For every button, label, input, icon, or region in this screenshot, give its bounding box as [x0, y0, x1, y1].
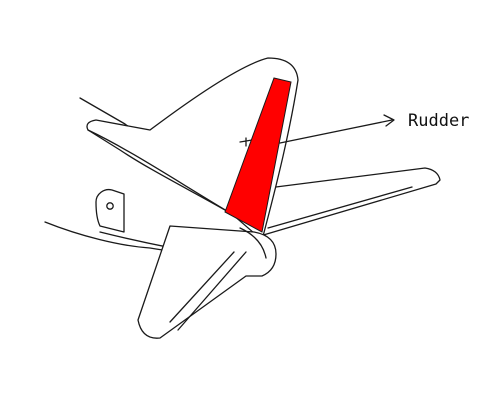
- stabilizer-root-fairing: [239, 227, 267, 259]
- callout-arrowhead: [383, 114, 395, 127]
- near-stabilizer-elevator-line: [169, 251, 235, 323]
- aft-door: [95, 188, 125, 233]
- callout-line: [279, 119, 393, 144]
- near-stabilizer-inner-edge: [177, 251, 247, 331]
- far-horizontal-stabilizer: [259, 167, 441, 237]
- fin-root-line: [87, 129, 233, 215]
- far-stabilizer-elevator-line: [267, 186, 413, 229]
- rudder-label: Rudder: [408, 111, 469, 131]
- door-window: [106, 202, 114, 210]
- rudder: [224, 77, 292, 233]
- fin-antenna: [239, 137, 253, 147]
